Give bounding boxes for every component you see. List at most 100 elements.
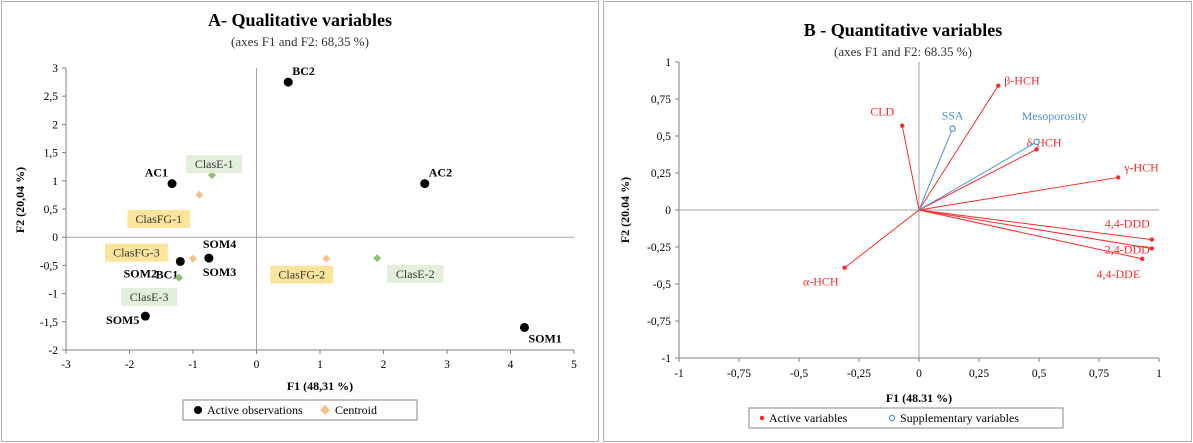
chart-a-xlabel: F1 (48,31 %) bbox=[287, 379, 353, 393]
chart-b-title: B - Quantitative variables bbox=[804, 20, 1003, 40]
centroid-label-clasfg-3: ClasFG-3 bbox=[113, 246, 160, 260]
vector-label-2-4-ddd: 2,4-DDD bbox=[1105, 242, 1150, 256]
vector-label-cld: CLD bbox=[870, 105, 894, 119]
vector-line-2-4-ddd bbox=[918, 209, 1152, 249]
chart-b-legend: Active variables Supplementary variables bbox=[748, 407, 1064, 429]
vector-label-hch: β-HCH bbox=[1004, 74, 1040, 88]
chart-a-ylabel: F2 (20,04 %) bbox=[13, 167, 27, 233]
centroid-point bbox=[322, 254, 331, 263]
vector-line-4-4-ddd bbox=[918, 209, 1152, 241]
vector-label-hch: γ-HCH bbox=[1123, 160, 1159, 174]
chart-a-legend: Active observations Centroid bbox=[182, 399, 418, 421]
chart-b-ytick-label: 1 bbox=[665, 57, 671, 69]
chart-b-marks: CLD β-HCH δ-HCH γ-HCH 4,4-DDD 2,4-DDD 4,4-DDE α… bbox=[803, 74, 1159, 289]
vector-label-mesoporosity: Mesoporosity bbox=[1022, 109, 1088, 123]
chart-a-ytick-label: -1,5 bbox=[40, 317, 58, 329]
chart-a: A- Qualitative variables (axes F1 and F2… bbox=[1, 1, 599, 442]
chart-a-xtick-label: 4 bbox=[508, 359, 514, 371]
observation-point bbox=[420, 179, 430, 189]
vector-point bbox=[1034, 147, 1039, 152]
chart-a-xtick-label: 0 bbox=[254, 359, 260, 371]
centroid-point bbox=[189, 254, 197, 263]
panel-a-border bbox=[1, 1, 599, 442]
chart-a-xtick-label: -1 bbox=[188, 359, 198, 371]
observation-label-som1: SOM1 bbox=[528, 331, 561, 345]
centroid-label-clase-2: ClasE-2 bbox=[396, 267, 435, 281]
chart-b-subtitle: (axes F1 and F2: 68.35 %) bbox=[834, 44, 972, 59]
chart-b-xtick-label: -0,5 bbox=[790, 368, 808, 380]
chart-a-ytick-label: 2,5 bbox=[44, 91, 59, 103]
observation-label-ac2: AC2 bbox=[429, 166, 452, 180]
observation-label-som5: SOM5 bbox=[106, 313, 139, 327]
chart-b-ytick-label: 0,75 bbox=[651, 94, 671, 106]
chart-a-ytick-label: 3 bbox=[52, 63, 58, 75]
chart-b-xtick-label: -0,25 bbox=[847, 368, 871, 380]
chart-a-subtitle: (axes F1 and F2: 68,35 %) bbox=[231, 34, 369, 49]
legend-active-variables-marker bbox=[759, 415, 765, 421]
chart-a-xtick-label: 1 bbox=[317, 359, 323, 371]
chart-b-xlabel: F1 (48.31 %) bbox=[886, 391, 952, 405]
vector-line-4-4-dde bbox=[918, 209, 1143, 260]
chart-a-ytick-label: 1,5 bbox=[44, 148, 59, 160]
chart-a-xtick-label: 2 bbox=[381, 359, 387, 371]
chart-b-ytick-label: 0,5 bbox=[657, 131, 672, 143]
chart-b-ytick-label: 0 bbox=[665, 205, 671, 217]
centroid-label-box bbox=[121, 287, 178, 306]
chart-b-xtick-label: -0,75 bbox=[727, 368, 751, 380]
centroid-label-box bbox=[387, 265, 444, 284]
legend-active-observations: Active observations bbox=[207, 403, 303, 417]
legend-supplementary-variables: Supplementary variables bbox=[900, 411, 1019, 425]
vector-point bbox=[949, 125, 956, 132]
observation-label-som4: SOM4 bbox=[203, 237, 236, 251]
observation-point bbox=[167, 179, 177, 189]
vector-line-cld bbox=[901, 125, 920, 211]
vector-point bbox=[900, 123, 905, 128]
centroid-point bbox=[195, 190, 204, 199]
vector-label-4-4-ddd: 4,4-DDD bbox=[1105, 217, 1150, 231]
chart-b-legend-box bbox=[748, 407, 1064, 429]
vector-line-hch bbox=[918, 85, 999, 211]
vector-label-hch: δ-HCH bbox=[1027, 135, 1062, 149]
vector-label-ssa: SSA bbox=[942, 109, 964, 123]
legend-active-variables: Active variables bbox=[769, 411, 848, 425]
vector-point bbox=[996, 83, 1001, 88]
vector-point bbox=[1149, 237, 1154, 242]
chart-a-ytick-label: -0,5 bbox=[40, 260, 58, 272]
chart-b-ytick-label: -0,75 bbox=[647, 316, 671, 328]
chart-a-ytick-label: 1 bbox=[52, 176, 58, 188]
chart-b-ytick-label: -0,25 bbox=[647, 242, 671, 254]
panel-b-border bbox=[603, 1, 1192, 442]
chart-b-xtick-label: 0,75 bbox=[1089, 368, 1109, 380]
legend-supplementary-variables-marker bbox=[888, 414, 896, 422]
observation-point bbox=[175, 256, 185, 266]
chart-a-xtick-label: -3 bbox=[61, 359, 71, 371]
vector-line-hch bbox=[844, 209, 920, 269]
chart-a-xtick-label: 5 bbox=[571, 359, 577, 371]
observation-point bbox=[519, 322, 529, 332]
legend-centroid-marker bbox=[320, 405, 330, 415]
chart-a-ytick-label: 0,5 bbox=[44, 204, 59, 216]
vector-line-ssa bbox=[918, 128, 954, 211]
chart-a-xtick-label: 3 bbox=[444, 359, 450, 371]
chart-a-ytick-label: -2 bbox=[48, 345, 58, 357]
vector-point bbox=[1140, 256, 1145, 262]
legend-active-observations-marker bbox=[194, 406, 202, 414]
chart-a-ytick-label: -1 bbox=[48, 289, 58, 301]
centroid-point bbox=[175, 273, 184, 282]
vector-point bbox=[842, 265, 847, 270]
centroid-label-box bbox=[105, 243, 168, 262]
chart-a-legend-box bbox=[182, 399, 418, 421]
chart-a-ytick-label: 2 bbox=[52, 119, 58, 131]
vector-label-4-4-dde: 4,4-DDE bbox=[1097, 267, 1141, 281]
chart-b-xtick-label: 0,25 bbox=[969, 368, 989, 380]
legend-centroid: Centroid bbox=[335, 403, 377, 417]
chart-b-ytick-label: -0,5 bbox=[653, 279, 671, 291]
centroid-point bbox=[373, 254, 382, 263]
centroid-label-clasfg-2: ClasFG-2 bbox=[278, 268, 325, 282]
chart-a-xtick-label: -2 bbox=[125, 359, 135, 371]
vector-point bbox=[1149, 246, 1154, 251]
centroid-label-clasfg-1: ClasFG-1 bbox=[135, 212, 182, 226]
centroid-label-box bbox=[186, 155, 243, 174]
